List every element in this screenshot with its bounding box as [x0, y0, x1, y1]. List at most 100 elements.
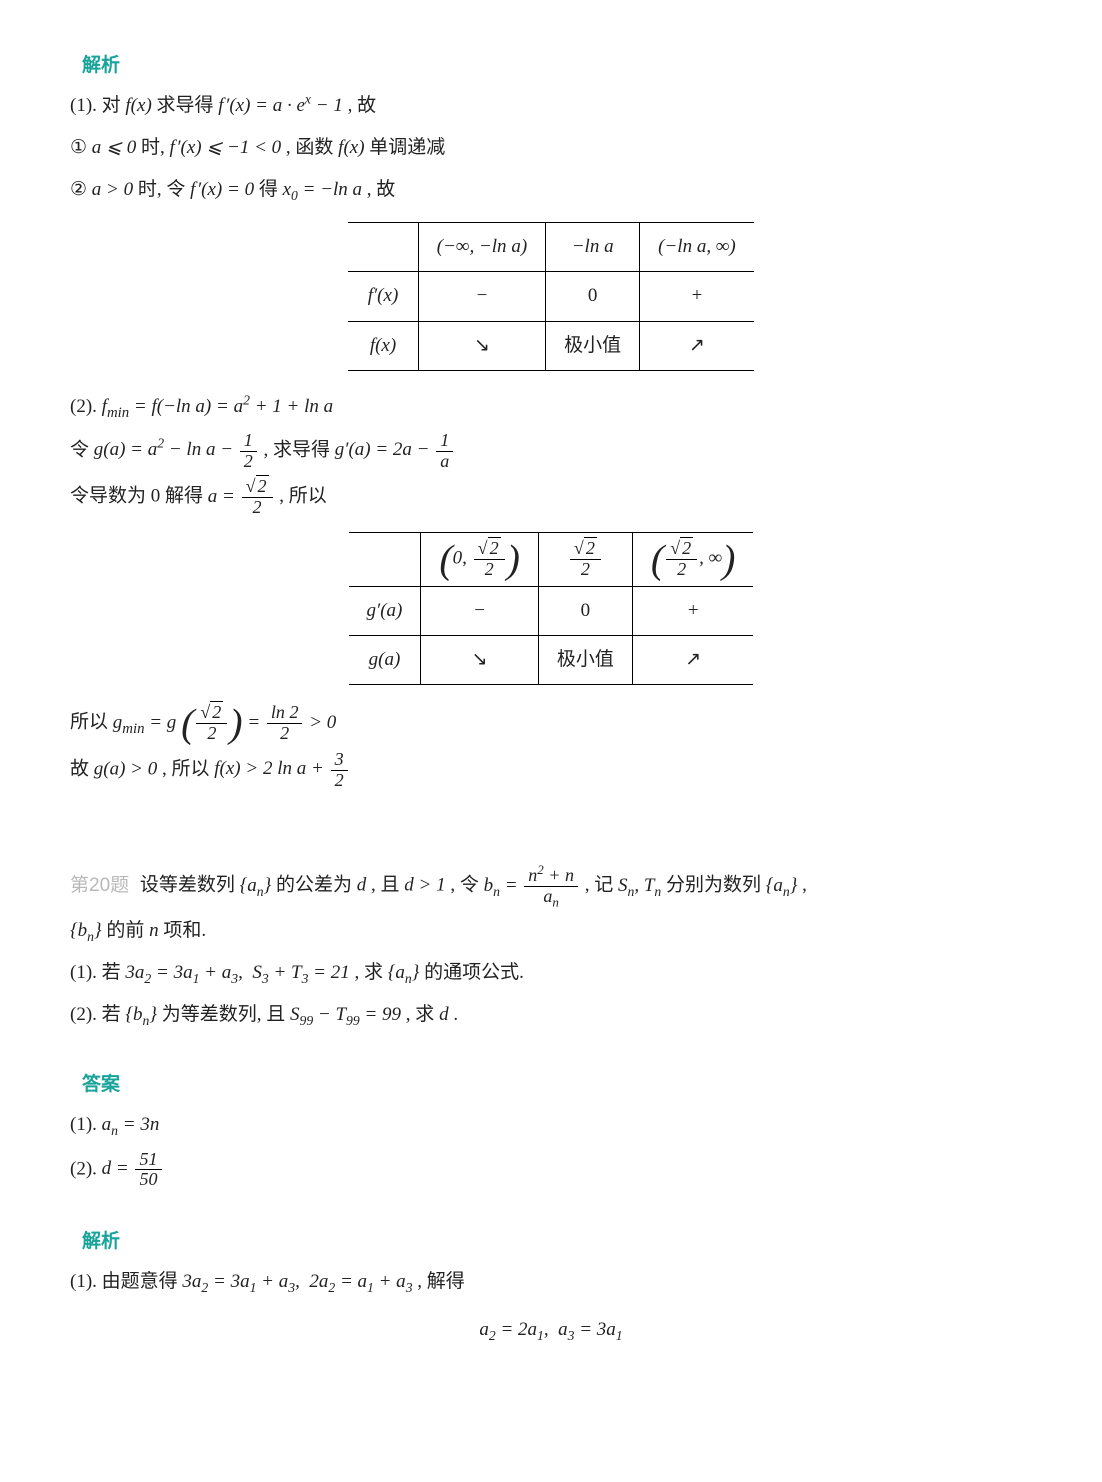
math-bn-def: bn = n2 + nan	[484, 875, 580, 896]
question-20-sub1: (1). 若 3a2 = 3a1 + a3, S3 + T3 = 21 , 求 …	[70, 955, 1032, 991]
math-sntn: Sn, Tn	[618, 875, 661, 896]
table-cell: ↘	[421, 635, 539, 684]
text: 的前	[106, 920, 149, 941]
text: 所以	[70, 712, 113, 733]
table-cell: (22, ∞)	[632, 533, 753, 587]
analysis-1-line-1: (1). 对 f(x) 求导得 f ′(x) = a · ex − 1 , 故	[70, 88, 1032, 124]
math-a-le-0: a ⩽ 0	[92, 137, 136, 158]
math-bn: {bn}	[70, 920, 102, 941]
table-cell: ↘	[418, 321, 545, 370]
answer-label: 答案	[82, 1067, 1032, 1103]
analysis-2-line-3: 令导数为 0 解得 a = 22 , 所以	[70, 477, 1032, 518]
text: 得	[259, 179, 283, 200]
answer-1: (1). an = 3n	[70, 1107, 1032, 1143]
question-number-label: 第20题	[70, 875, 129, 896]
table-cell: ↗	[640, 321, 754, 370]
sign-table-1: (−∞, −ln a) −ln a (−ln a, ∞) f′(x) − 0 +…	[348, 222, 753, 370]
math-jiexi-eq: 3a2 = 3a1 + a3, 2a2 = a1 + a3	[182, 1271, 412, 1292]
centered-equation: a2 = 2a1, a3 = 3a1	[70, 1312, 1032, 1348]
text: (2).	[70, 1158, 102, 1179]
text: 设等差数列	[140, 875, 240, 896]
math-ga: g(a) = a2 − ln a − 12	[94, 439, 259, 460]
math-ga-gt0: g(a) > 0	[94, 758, 157, 779]
analysis-label-1: 解析	[82, 48, 1032, 84]
table-cell: +	[632, 586, 753, 635]
math-d: d	[357, 875, 367, 896]
math-fx-gt: f(x) > 2 ln a + 32	[214, 758, 349, 779]
analysis-2-line-4: 所以 gmin = g (22) = ln 22 > 0	[70, 703, 1032, 744]
text: 令导数为 0 解得	[70, 486, 208, 507]
question-20-sub2: (2). 若 {bn} 为等差数列, 且 S99 − T99 = 99 , 求 …	[70, 997, 1032, 1033]
math-bn-2: {bn}	[125, 1004, 157, 1025]
table-cell: (−ln a, ∞)	[640, 223, 754, 272]
text: 为等差数列, 且	[162, 1004, 290, 1025]
table-cell: −	[421, 586, 539, 635]
table-cell: 极小值	[538, 635, 632, 684]
table-cell: 0	[546, 272, 640, 321]
math-d-gt1: d > 1	[404, 875, 445, 896]
table-cell: +	[640, 272, 754, 321]
analysis-20-line-1: (1). 由题意得 3a2 = 3a1 + a3, 2a2 = a1 + a3 …	[70, 1264, 1032, 1300]
text: , 所以	[162, 758, 214, 779]
text: , 故	[348, 95, 377, 116]
math-fmin: fmin = f(−ln a) = a2 + 1 + ln a	[102, 396, 333, 417]
text: ,	[802, 875, 807, 896]
math-n: n	[149, 920, 159, 941]
table-cell	[349, 533, 421, 587]
math-fpx-eq0: f ′(x) = 0	[190, 179, 254, 200]
math-ans1: an = 3n	[102, 1114, 160, 1135]
sign-table-2: (0, 22) 22 (22, ∞) g′(a) − 0 + g(a) ↘ 极小…	[349, 532, 754, 685]
math-fx-2: f(x)	[338, 137, 364, 158]
text: 时, 令	[138, 179, 190, 200]
math-d-2: d	[439, 1004, 449, 1025]
math-a-crit: a = 22	[208, 486, 275, 507]
math-an-2: {an}	[766, 875, 798, 896]
table-cell: g(a)	[349, 635, 421, 684]
text: ②	[70, 179, 92, 200]
math-cond2: S99 − T99 = 99	[290, 1004, 401, 1025]
math-fpx-le: f ′(x) ⩽ −1 < 0	[169, 137, 281, 158]
text: (2). 若	[70, 1004, 125, 1025]
math-x0: x0 = −ln a	[283, 179, 362, 200]
text: , 令	[450, 875, 483, 896]
text: , 函数	[286, 137, 338, 158]
answer-2: (2). d = 5150	[70, 1150, 1032, 1191]
text: .	[453, 1004, 458, 1025]
text: , 求导得	[264, 439, 335, 460]
analysis-1-line-2: ① a ⩽ 0 时, f ′(x) ⩽ −1 < 0 , 函数 f(x) 单调递…	[70, 130, 1032, 166]
text: 时,	[141, 137, 170, 158]
question-20: 第20题 设等差数列 {an} 的公差为 d , 且 d > 1 , 令 bn …	[70, 866, 1032, 907]
text: (2).	[70, 396, 102, 417]
text: 分别为数列	[666, 875, 766, 896]
math-ans2: d = 5150	[102, 1158, 164, 1179]
text: (1). 若	[70, 962, 125, 983]
math-an: {an}	[240, 875, 272, 896]
table-cell: 极小值	[546, 321, 640, 370]
analysis-2-line-5: 故 g(a) > 0 , 所以 f(x) > 2 ln a + 32	[70, 750, 1032, 791]
text: , 记	[585, 875, 618, 896]
math-cond1: 3a2 = 3a1 + a3, S3 + T3 = 21	[125, 962, 349, 983]
table-cell: 0	[538, 586, 632, 635]
text: (1).	[70, 1114, 102, 1135]
table-cell: (−∞, −ln a)	[418, 223, 545, 272]
table-cell: 22	[538, 533, 632, 587]
text: , 所以	[279, 486, 327, 507]
math-fprime: f ′(x) = a · ex − 1	[218, 95, 343, 116]
analysis-2-line-1: (2). fmin = f(−ln a) = a2 + 1 + ln a	[70, 389, 1032, 425]
text: 的通项公式.	[424, 962, 524, 983]
math-a-gt-0: a > 0	[92, 179, 133, 200]
table-cell	[348, 223, 418, 272]
text: 单调递减	[369, 137, 445, 158]
text: (1). 由题意得	[70, 1271, 182, 1292]
table-cell: −ln a	[546, 223, 640, 272]
question-20-line2: {bn} 的前 n 项和.	[70, 913, 1032, 949]
text: , 求	[355, 962, 388, 983]
text: 项和.	[163, 920, 206, 941]
text: 故	[70, 758, 94, 779]
text: 求导得	[157, 95, 219, 116]
text: ①	[70, 137, 92, 158]
analysis-2-line-2: 令 g(a) = a2 − ln a − 12 , 求导得 g′(a) = 2a…	[70, 431, 1032, 472]
table-cell: −	[418, 272, 545, 321]
analysis-1-line-3: ② a > 0 时, 令 f ′(x) = 0 得 x0 = −ln a , 故	[70, 172, 1032, 208]
math-gpa: g′(a) = 2a − 1a	[335, 439, 455, 460]
